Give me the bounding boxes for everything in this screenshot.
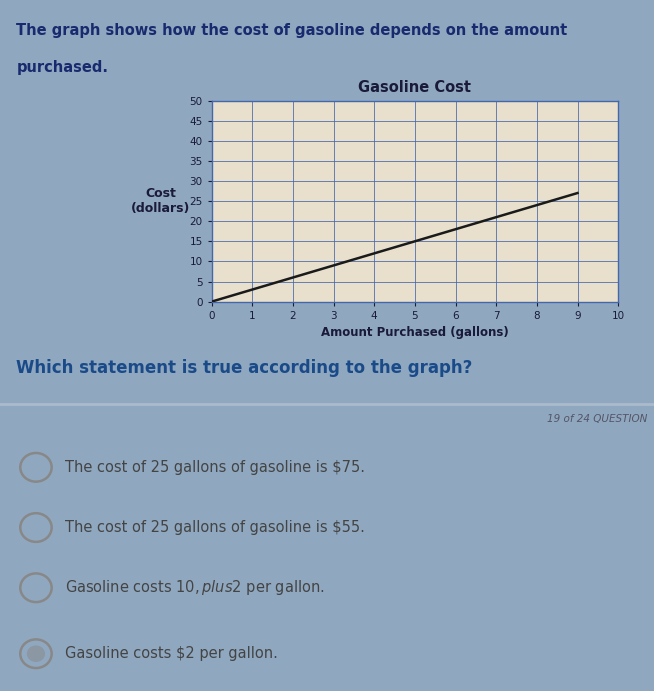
X-axis label: Amount Purchased (gallons): Amount Purchased (gallons) [321, 326, 509, 339]
Text: The graph shows how the cost of gasoline depends on the amount: The graph shows how the cost of gasoline… [16, 23, 568, 39]
Title: Gasoline Cost: Gasoline Cost [358, 80, 472, 95]
Ellipse shape [27, 645, 45, 662]
Text: Cost
(dollars): Cost (dollars) [131, 187, 190, 215]
Text: Gasoline costs $10, plus $2 per gallon.: Gasoline costs $10, plus $2 per gallon. [65, 578, 325, 597]
Text: purchased.: purchased. [16, 60, 109, 75]
Text: The cost of 25 gallons of gasoline is $75.: The cost of 25 gallons of gasoline is $7… [65, 460, 366, 475]
Text: The cost of 25 gallons of gasoline is $55.: The cost of 25 gallons of gasoline is $5… [65, 520, 366, 535]
Text: Which statement is true according to the graph?: Which statement is true according to the… [16, 359, 473, 377]
Text: 19 of 24 QUESTION: 19 of 24 QUESTION [547, 415, 647, 424]
Text: Gasoline costs $2 per gallon.: Gasoline costs $2 per gallon. [65, 646, 278, 661]
